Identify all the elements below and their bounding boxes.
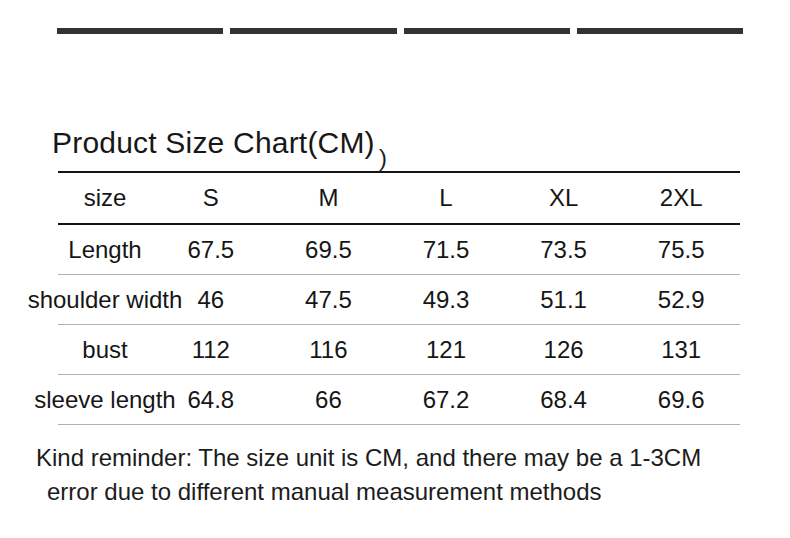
reminder-line-2: error due to different manual measuremen… (36, 475, 701, 509)
size-value: 69.6 (622, 375, 740, 424)
size-value: 75.5 (622, 225, 740, 274)
kind-reminder-text: Kind reminder: The size unit is CM, and … (36, 441, 701, 509)
size-table: size S M L XL 2XL Length 67.5 69.5 71.5 … (58, 171, 740, 425)
size-value: 49.3 (387, 275, 505, 324)
row-label: Length (58, 225, 152, 274)
page-title: Product Size Chart(CM) (52, 126, 375, 160)
size-value: 67.5 (152, 225, 270, 274)
size-value: 51.1 (505, 275, 623, 324)
table-row-sleeve-length: sleeve length 64.8 66 67.2 68.4 69.6 (58, 375, 740, 425)
size-value: 52.9 (622, 275, 740, 324)
size-value: 71.5 (387, 225, 505, 274)
size-value: 131 (622, 325, 740, 374)
size-value: 64.8 (152, 375, 270, 424)
column-header-xl: XL (505, 173, 623, 223)
size-value: 67.2 (387, 375, 505, 424)
table-header-row: size S M L XL 2XL (58, 173, 740, 225)
size-value: 69.5 (270, 225, 388, 274)
row-label: sleeve length (58, 375, 152, 424)
carousel-indicator-bar (404, 28, 570, 34)
table-row-bust: bust 112 116 121 126 131 (58, 325, 740, 375)
size-value: 46 (152, 275, 270, 324)
size-value: 66 (270, 375, 388, 424)
column-header-m: M (270, 173, 388, 223)
size-value: 116 (270, 325, 388, 374)
size-value: 126 (505, 325, 623, 374)
stray-artifact-mark: ) (379, 146, 387, 170)
column-header-size: size (58, 173, 152, 223)
column-header-l: L (387, 173, 505, 223)
reminder-line-1: Kind reminder: The size unit is CM, and … (36, 441, 701, 475)
table-row-length: Length 67.5 69.5 71.5 73.5 75.5 (58, 225, 740, 275)
size-chart-image: Product Size Chart(CM) ) size S M L XL 2… (0, 0, 790, 538)
size-value: 68.4 (505, 375, 623, 424)
carousel-indicator-bar (230, 28, 396, 34)
row-label: shoulder width (58, 275, 152, 324)
carousel-indicator-bar (577, 28, 743, 34)
size-value: 73.5 (505, 225, 623, 274)
size-value: 47.5 (270, 275, 388, 324)
row-label: bust (58, 325, 152, 374)
carousel-indicator-bar (57, 28, 223, 34)
column-header-s: S (152, 173, 270, 223)
column-header-2xl: 2XL (622, 173, 740, 223)
size-value: 121 (387, 325, 505, 374)
table-row-shoulder-width: shoulder width 46 47.5 49.3 51.1 52.9 (58, 275, 740, 325)
size-value: 112 (152, 325, 270, 374)
carousel-indicator-bars (57, 28, 743, 34)
